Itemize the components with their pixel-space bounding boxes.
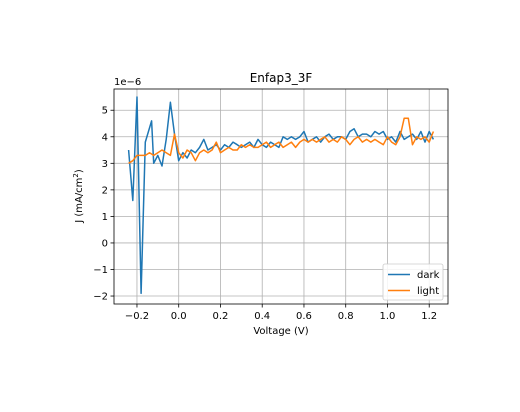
legend: dark light — [382, 263, 444, 301]
y-tick-label: 0 — [102, 238, 108, 249]
series-layer — [127, 96, 435, 295]
legend-label-dark: dark — [417, 270, 440, 281]
y-tick-label: 3 — [102, 159, 108, 170]
y-axis-label: J (mA/cm2) — [72, 169, 85, 224]
x-tick-label: 1.0 — [380, 311, 396, 322]
x-axis-label: Voltage (V) — [253, 326, 308, 337]
x-tick-label: 0.4 — [254, 311, 270, 322]
x-tick-label: 0.8 — [338, 311, 354, 322]
x-tick-label: 1.2 — [421, 311, 437, 322]
series-line-light — [128, 117, 435, 164]
y-offset-label: 1e−6 — [114, 77, 141, 88]
y-axis-label-close: ) — [74, 169, 85, 173]
y-tick-label: 5 — [102, 106, 108, 117]
x-tick-label: 0.6 — [296, 311, 312, 322]
x-tick-label: −0.2 — [125, 311, 149, 322]
y-axis-label-main: J (mA/cm — [74, 178, 85, 224]
x-tick-label: 0.2 — [213, 311, 229, 322]
series-line-dark — [127, 96, 435, 295]
y-tick-label: 4 — [102, 132, 108, 143]
axes-frame — [113, 88, 449, 305]
chart-title: Enfap3_3F — [250, 71, 313, 85]
y-axis-label-superscript: 2 — [72, 173, 80, 177]
legend-label-light: light — [417, 286, 439, 297]
ticks: −0.2 0.0 0.2 0.4 0.6 0.8 1.0 1.2 −2 −1 0 1 2 3 4 5 — [93, 106, 437, 322]
y-tick-label: 2 — [102, 185, 108, 196]
y-tick-label: −1 — [93, 265, 108, 276]
y-tick-label: 1 — [102, 212, 108, 223]
x-tick-label: 0.0 — [171, 311, 187, 322]
y-tick-label: −2 — [93, 292, 108, 303]
